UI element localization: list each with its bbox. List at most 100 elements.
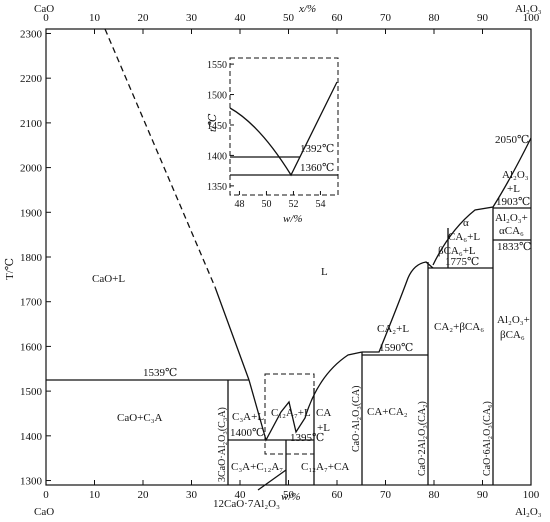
inset-y-tick-label: 1550 <box>207 60 227 71</box>
y-tick-label: 2100 <box>20 118 43 130</box>
label-al2o3-bca6-2: βCA₆ <box>500 329 525 341</box>
y-tick-label: 1300 <box>20 476 43 488</box>
bottom-axis-label: w/% <box>281 491 301 503</box>
temp-1590: 1590℃ <box>379 342 413 354</box>
label-liquid: L <box>321 266 328 278</box>
top-axis-label: x/% <box>298 3 316 15</box>
y-tick-label: 1700 <box>20 297 43 309</box>
label-alpha: α <box>463 217 469 229</box>
label-al2o3-bca6-1: Al₂O₃+ <box>497 314 530 326</box>
label-ca2-l: CA₂+L <box>377 323 409 335</box>
inset-y-tick-label: 1450 <box>207 121 227 132</box>
inset-frame <box>229 57 339 196</box>
temp-1833: 1833℃ <box>497 241 531 253</box>
compound-c12a7: 12CaO·7Al₂O₃ <box>213 498 280 510</box>
x-tick-label-top: 80 <box>429 12 441 24</box>
label-c3a-c12a7: C₃A+C₁₂A₇ <box>231 461 283 473</box>
inset-x-tick-label: 52 <box>288 199 298 210</box>
x-tick-label-bottom: 60 <box>332 489 344 501</box>
x-tick-label-top: 70 <box>380 12 392 24</box>
compound-ca: CaO·Al₂O₃(CA) <box>351 386 362 452</box>
x-tick-label-bottom: 40 <box>235 489 247 501</box>
inset-x-tick-label: 48 <box>234 199 244 210</box>
label-ca6-l: CA₆+L <box>448 231 480 243</box>
inset-y-label: t/℃ <box>207 113 219 132</box>
x-tick-label-top: 20 <box>138 12 150 24</box>
x-tick-label-bottom: 70 <box>380 489 392 501</box>
liquidus-middle <box>248 351 363 442</box>
x-tick-label-top: 50 <box>283 12 295 24</box>
label-al2o3-aca6-1: Al₂O₃+ <box>495 212 528 224</box>
phase-boundaries <box>46 28 532 491</box>
x-tick-label-bottom: 10 <box>89 489 101 501</box>
inset-liquidus <box>229 81 338 177</box>
x-tick-label-top: 0 <box>43 12 49 24</box>
compound-labels: 3CaO·Al₂O₃(C₃A) CaO·Al₂O₃(CA) CaO·2Al₂O₃… <box>213 386 493 510</box>
inset-plot: 1350 1400 1450 1500 1550 48 50 52 54 1392℃ 1360℃… <box>207 57 339 225</box>
inset-x-tick-label: 54 <box>315 199 325 210</box>
label-c12a7-ca: C₁₂A₇+CA <box>301 461 349 473</box>
ca2-liquidus <box>362 261 434 353</box>
label-cao-l: CaO+L <box>92 273 125 285</box>
y-tick-label: 1400 <box>20 431 43 443</box>
inset-y-tick-label: 1350 <box>207 182 227 193</box>
temperature-labels: 1539℃ 1400℃ 1395℃ 1590℃ 1775℃ 1833℃ 1903… <box>143 134 531 444</box>
top-right-component: Al₂O₃ <box>515 3 542 15</box>
label-cao-c3a: CaO+C₃A <box>117 412 163 424</box>
y-tick-label: 1900 <box>20 207 43 219</box>
label-ca2-bca6: CA₂+βCA₆ <box>434 321 484 333</box>
label-c3a-l: C₃A+L <box>232 411 264 423</box>
inset-t1360: 1360℃ <box>300 162 334 174</box>
y-tick-label: 1800 <box>20 252 43 264</box>
y-tick-label: 2200 <box>20 73 43 85</box>
inset-y-tick-label: 1500 <box>207 91 227 102</box>
temp-1400: 1400℃ <box>230 427 264 439</box>
label-ca-ca2: CA+CA₂ <box>367 406 408 418</box>
x-tick-label-bottom: 100 <box>523 489 540 501</box>
x-tick-label-bottom: 30 <box>186 489 198 501</box>
x-tick-label-top: 60 <box>332 12 344 24</box>
label-al2o3-l-1: Al₂O₃ <box>502 169 529 181</box>
x-tick-label-bottom: 0 <box>43 489 49 501</box>
axis-ticks: 0 0 10 10 20 20 30 30 40 40 50 50 60 60 70 70 80 80 90 90 10… <box>20 12 540 501</box>
label-c12a7-l: C₁₂A₇+L <box>271 407 311 419</box>
inset-x-label: w/% <box>283 213 303 225</box>
y-tick-label: 2300 <box>20 28 43 40</box>
temp-2050: 2050℃ <box>495 134 529 146</box>
y-tick-label: 2000 <box>20 163 43 175</box>
x-tick-label-top: 90 <box>477 12 489 24</box>
al2o3-liquidus <box>432 137 532 266</box>
inset-y-tick-label: 1400 <box>207 151 227 162</box>
label-al2o3-aca6-2: αCA₆ <box>499 225 524 237</box>
label-ca-l-bottom: +L <box>317 422 330 434</box>
x-tick-label-bottom: 80 <box>429 489 441 501</box>
bottom-right-component: Al₂O₃ <box>515 506 542 518</box>
x-tick-label-top: 10 <box>89 12 101 24</box>
label-al2o3-l-2: +L <box>507 183 520 195</box>
y-tick-label: 1600 <box>20 341 43 353</box>
cao-liquidus-dashed <box>104 28 216 288</box>
x-tick-label-top: 100 <box>523 12 540 24</box>
compound-ca2: CaO·2Al₂O₃(CA₂) <box>417 401 428 476</box>
c12a7-pointer <box>257 469 287 491</box>
inset-x-tick-label: 50 <box>261 199 271 210</box>
x-tick-label-bottom: 50 <box>283 489 295 501</box>
y-tick-label: 1500 <box>20 386 43 398</box>
x-tick-label-top: 40 <box>235 12 247 24</box>
label-bca6-l: βCA₆+L <box>438 245 476 257</box>
x-tick-label-bottom: 20 <box>138 489 150 501</box>
inset-t1392: 1392℃ <box>300 143 334 155</box>
compound-ca6: CaO·6Al₂O₃(CA₆) <box>482 401 493 476</box>
temp-1775: 1775℃ <box>445 256 479 268</box>
top-left-component: CaO <box>34 3 54 15</box>
inset-ticks: 1350 1400 1450 1500 1550 48 50 52 54 <box>207 60 325 210</box>
cao-liquidus <box>214 286 250 381</box>
x-tick-label-top: 30 <box>186 12 198 24</box>
temp-1539: 1539℃ <box>143 367 177 379</box>
zoom-region <box>264 373 315 455</box>
phase-labels: CaO+L L CaO+C₃A C₃A+L C₁₂A₇+L CA +L C₃A+… <box>92 169 530 473</box>
compound-c3a: 3CaO·Al₂O₃(C₃A) <box>217 407 228 482</box>
temp-1395: 1395℃ <box>290 432 324 444</box>
y-axis-label: T/℃ <box>4 258 16 280</box>
